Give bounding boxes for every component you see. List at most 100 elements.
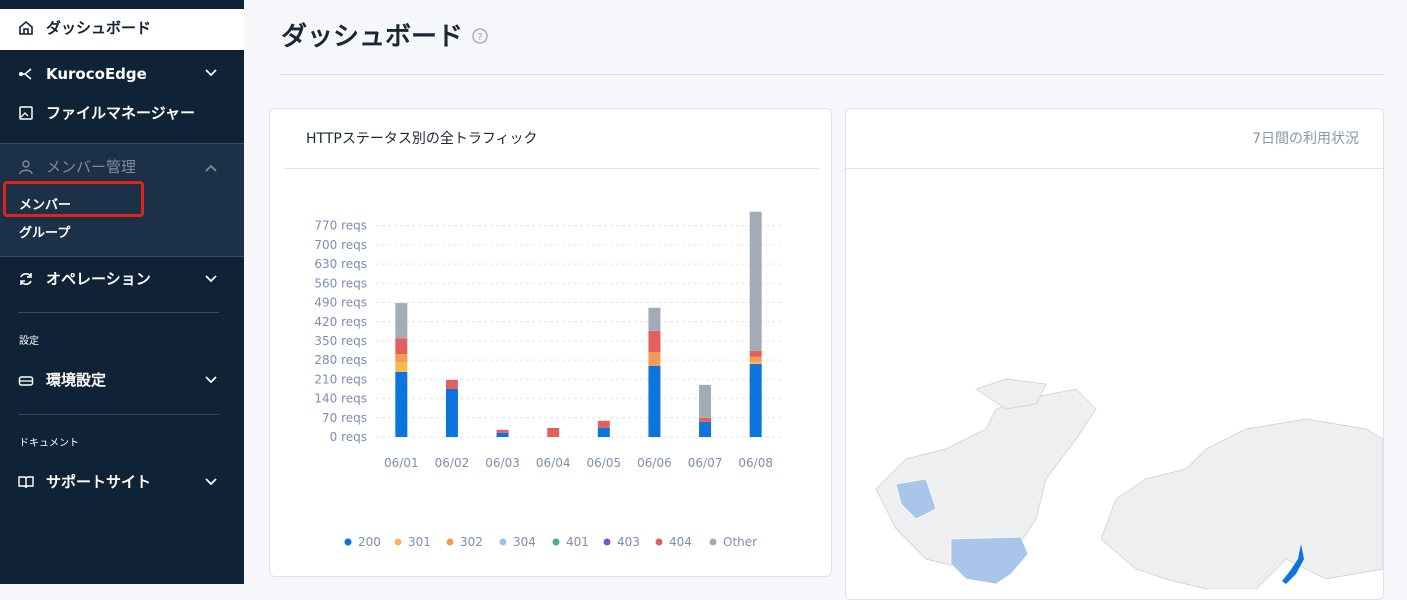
bar-segment <box>395 354 408 363</box>
bar-segment <box>648 365 661 437</box>
page-title: ダッシュボード <box>281 22 464 52</box>
card-title: HTTPステータス別の全トラフィック <box>306 131 538 147</box>
bar-segment <box>445 379 458 389</box>
usage-card: 7日間の利用状況 <box>845 108 1384 600</box>
bar-segment <box>395 362 408 372</box>
legend-marker <box>552 538 560 546</box>
section-heading: 設定 <box>19 336 39 347</box>
bar-segment <box>749 350 762 357</box>
world-map <box>875 378 1383 589</box>
x-tick-label: 06/04 <box>536 456 571 470</box>
bar-segment <box>699 384 712 418</box>
sub-item[interactable]: メンバー <box>19 198 72 213</box>
bar-segment <box>648 307 661 331</box>
nav-item[interactable]: メンバー管理 <box>46 158 137 176</box>
bar-segment <box>749 364 762 437</box>
chevron <box>205 69 217 77</box>
x-tick-label: 06/07 <box>688 456 723 470</box>
x-tick-label: 06/03 <box>485 456 520 470</box>
legend-marker <box>655 538 663 546</box>
sync-icon <box>20 273 32 285</box>
user-icon <box>19 160 33 175</box>
legend-marker <box>603 538 611 546</box>
card-title: 7日間の利用状況 <box>1252 131 1359 147</box>
bar-segment <box>597 420 610 428</box>
legend-marker <box>446 538 454 546</box>
nav-item[interactable]: オペレーション <box>46 270 151 288</box>
legend-label: 301 <box>408 535 431 549</box>
legend-label: 401 <box>566 535 589 549</box>
nav-item[interactable]: サポートサイト <box>46 473 152 491</box>
y-tick-label: 630 reqs <box>314 257 367 271</box>
nav-item[interactable]: KurocoEdge <box>46 65 147 83</box>
y-tick-label: 0 reqs <box>330 430 367 444</box>
legend-label: 304 <box>513 535 536 549</box>
nav-item[interactable]: ダッシュボード <box>46 19 152 37</box>
bar-segment <box>749 356 762 362</box>
y-tick-label: 700 reqs <box>314 238 367 252</box>
sub-item[interactable]: グループ <box>19 226 71 241</box>
chevron <box>205 164 217 172</box>
svg-text:?: ? <box>477 32 482 43</box>
bar-segment <box>395 338 408 355</box>
y-tick-label: 560 reqs <box>314 276 367 290</box>
legend-label: 302 <box>460 535 483 549</box>
highlight-box <box>3 181 144 217</box>
nav-item[interactable]: 環境設定 <box>46 371 107 389</box>
active-item[interactable] <box>0 9 244 50</box>
legend-label: 403 <box>617 535 640 549</box>
y-tick-label: 770 reqs <box>314 219 367 233</box>
divider <box>281 74 1383 75</box>
bar-segment <box>445 388 458 437</box>
chevron <box>205 478 217 486</box>
y-tick-label: 210 reqs <box>314 372 367 386</box>
traffic-card: HTTPステータス別の全トラフィック 0 reqs 70 reqs 140 reqs… <box>269 108 832 577</box>
x-tick-label: 06/05 <box>587 456 622 470</box>
bar-segment <box>648 351 661 366</box>
y-tick-label: 280 reqs <box>314 353 367 367</box>
bar-segment <box>395 303 408 339</box>
x-tick-label: 06/02 <box>435 456 470 470</box>
bar-segment <box>496 432 509 437</box>
y-tick-label: 70 reqs <box>322 411 367 425</box>
bar-segment <box>648 330 661 352</box>
legend-label: 200 <box>358 535 381 549</box>
legend-marker <box>499 538 507 546</box>
legend-marker <box>344 538 352 546</box>
bar-segment <box>699 421 712 437</box>
y-tick-label: 140 reqs <box>314 392 367 406</box>
chevron <box>205 376 217 384</box>
bar-segment <box>395 371 408 437</box>
bar-segment <box>597 427 610 437</box>
section-heading: ドキュメント <box>19 438 79 449</box>
sidebar: ダッシュボード KurocoEdge ファイルマネージャー メンバー管理 メンバ… <box>0 0 244 584</box>
chart: 0 reqs 70 reqs 140 reqs 210 reqs 280 reqs 350… <box>314 211 781 549</box>
bar-segment <box>749 361 762 365</box>
divider <box>18 312 219 313</box>
legend-marker <box>709 538 717 546</box>
nav-item[interactable]: ファイルマネージャー <box>46 104 195 122</box>
edge-icon <box>19 68 32 80</box>
x-tick-label: 06/06 <box>637 456 672 470</box>
x-tick-label: 06/01 <box>384 456 419 470</box>
chevron <box>205 275 217 283</box>
y-tick-label: 420 reqs <box>314 315 367 329</box>
y-tick-label: 490 reqs <box>314 296 367 310</box>
divider <box>846 168 1383 169</box>
legend-marker <box>394 538 402 546</box>
book-icon <box>18 476 34 489</box>
help-icon[interactable]: ? <box>471 27 489 45</box>
bar-segment <box>496 429 509 433</box>
x-tick-label: 06/08 <box>738 456 773 470</box>
divider <box>284 168 819 169</box>
bar-segment <box>749 211 762 351</box>
legend-label: Other <box>723 535 757 549</box>
bar-segment <box>547 427 560 437</box>
submenu <box>0 143 244 257</box>
home-icon <box>19 20 33 35</box>
drive-icon <box>18 376 34 386</box>
divider <box>18 414 219 415</box>
image-icon <box>19 106 33 120</box>
